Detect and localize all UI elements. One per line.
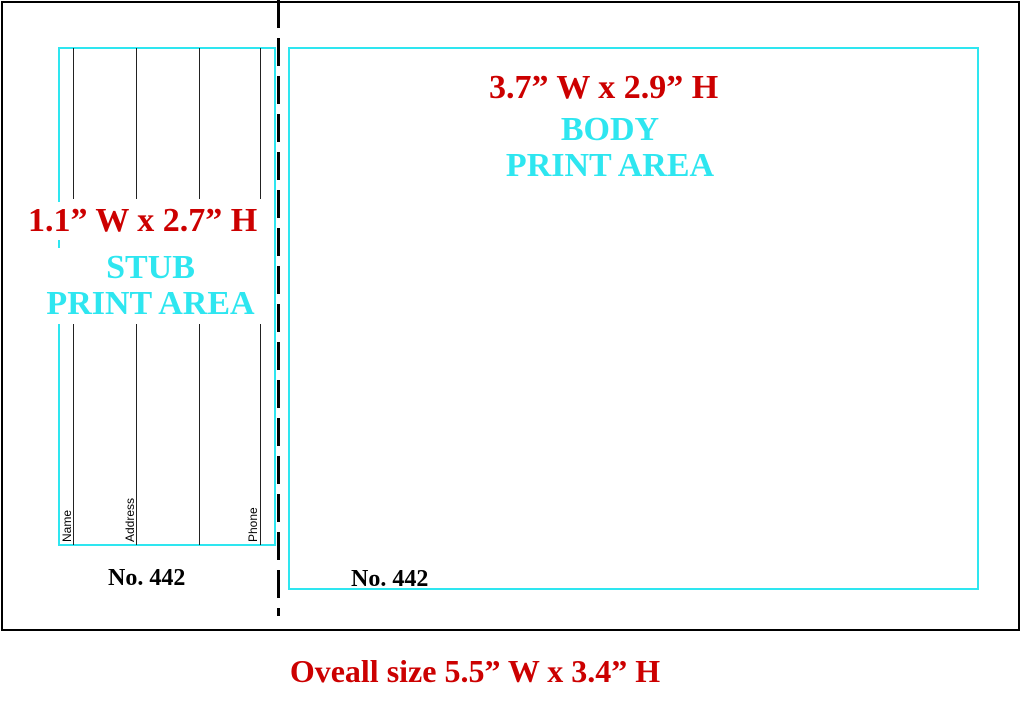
stub-area-label: STUB PRINT AREA xyxy=(38,248,263,324)
extra-field-rule xyxy=(260,324,261,545)
perforation-line xyxy=(277,0,280,616)
name-field-rule-top xyxy=(73,48,74,199)
address-field-rule xyxy=(136,324,137,545)
stub-label-line2: PRINT AREA xyxy=(46,285,255,322)
name-field-rule xyxy=(73,324,74,545)
phone-field-rule-top xyxy=(199,48,200,199)
address-field-rule-top xyxy=(136,48,137,199)
phone-field-label: Phone xyxy=(246,507,260,542)
body-label-line1: BODY xyxy=(560,111,660,148)
body-dimension: 3.7” W x 2.9” H xyxy=(485,69,723,107)
body-print-area xyxy=(288,47,979,590)
stub-label-line1: STUB xyxy=(106,249,195,286)
body-ticket-number: No. 442 xyxy=(351,566,429,592)
body-label-line2: PRINT AREA xyxy=(505,147,715,184)
body-area-label: BODY PRINT AREA xyxy=(480,112,740,184)
stub-dimension: 1.1” W x 2.7” H xyxy=(26,202,260,240)
phone-field-rule xyxy=(199,324,200,545)
stub-ticket-number: No. 442 xyxy=(108,565,186,591)
ticket-outline xyxy=(1,1,1020,631)
overall-size-caption: Oveall size 5.5” W x 3.4” H xyxy=(289,653,661,689)
extra-field-rule-top xyxy=(260,48,261,199)
name-field-label: Name xyxy=(60,509,74,542)
address-field-label: Address xyxy=(123,497,137,542)
